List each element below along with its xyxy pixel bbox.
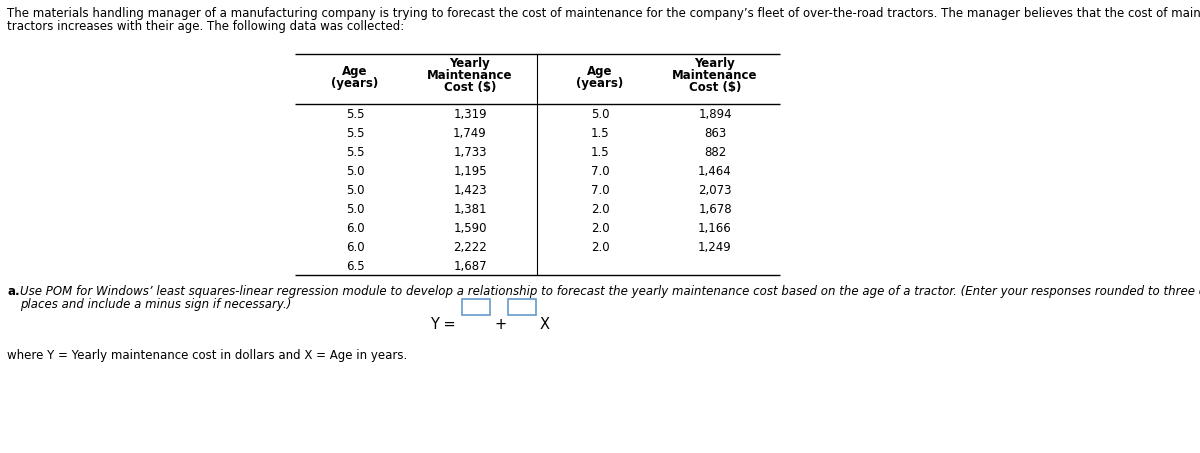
Text: 5.0: 5.0 (346, 203, 365, 216)
Text: 5.0: 5.0 (346, 165, 365, 178)
Text: 2,222: 2,222 (454, 241, 487, 254)
Text: a.: a. (7, 285, 19, 298)
Text: +: + (496, 317, 508, 332)
Text: Maintenance: Maintenance (427, 69, 512, 82)
Text: 1,423: 1,423 (454, 184, 487, 197)
Text: 1,195: 1,195 (454, 165, 487, 178)
Text: 7.0: 7.0 (590, 184, 610, 197)
Text: 882: 882 (704, 146, 726, 159)
Text: Yearly: Yearly (450, 57, 491, 70)
Text: 7.0: 7.0 (590, 165, 610, 178)
Text: 1,166: 1,166 (698, 222, 732, 235)
Text: 5.0: 5.0 (346, 184, 365, 197)
Text: Maintenance: Maintenance (672, 69, 757, 82)
Text: Y =: Y = (430, 317, 456, 332)
Text: Age: Age (342, 65, 367, 78)
Text: 6.0: 6.0 (346, 241, 365, 254)
Text: 6.0: 6.0 (346, 222, 365, 235)
Text: 1,733: 1,733 (454, 146, 487, 159)
Text: 1,894: 1,894 (698, 108, 732, 121)
Text: 1,687: 1,687 (454, 260, 487, 273)
Text: 2.0: 2.0 (590, 203, 610, 216)
Text: 5.5: 5.5 (346, 127, 365, 140)
Text: Use POM for Windows’ least squares-linear regression module to develop a relatio: Use POM for Windows’ least squares-linea… (20, 285, 1200, 298)
Text: Cost ($): Cost ($) (444, 81, 496, 94)
Text: 5.0: 5.0 (590, 108, 610, 121)
Text: 863: 863 (704, 127, 726, 140)
Text: (years): (years) (331, 77, 379, 90)
Text: 1,464: 1,464 (698, 165, 732, 178)
Text: 5.5: 5.5 (346, 108, 365, 121)
Text: 1.5: 1.5 (590, 146, 610, 159)
Text: where Y = Yearly maintenance cost in dollars and X = Age in years.: where Y = Yearly maintenance cost in dol… (7, 349, 407, 362)
Text: 6.5: 6.5 (346, 260, 365, 273)
Bar (462, 299, 490, 315)
Text: 1,678: 1,678 (698, 203, 732, 216)
Text: 1,249: 1,249 (698, 241, 732, 254)
Text: 2.0: 2.0 (590, 222, 610, 235)
Text: (years): (years) (576, 77, 624, 90)
Text: Cost ($): Cost ($) (689, 81, 742, 94)
Text: 1,590: 1,590 (454, 222, 487, 235)
Text: tractors increases with their age. The following data was collected:: tractors increases with their age. The f… (7, 20, 404, 33)
Text: 1,381: 1,381 (454, 203, 487, 216)
Text: places and include a minus sign if necessary.): places and include a minus sign if neces… (20, 298, 292, 311)
Text: 2.0: 2.0 (590, 241, 610, 254)
Text: 1.5: 1.5 (590, 127, 610, 140)
Text: Yearly: Yearly (695, 57, 736, 70)
Text: X: X (540, 317, 550, 332)
Text: 2,073: 2,073 (698, 184, 732, 197)
Text: Age: Age (587, 65, 613, 78)
Text: 1,319: 1,319 (454, 108, 487, 121)
Text: 5.5: 5.5 (346, 146, 365, 159)
Bar (508, 299, 536, 315)
Text: The materials handling manager of a manufacturing company is trying to forecast : The materials handling manager of a manu… (7, 7, 1200, 20)
Text: 1,749: 1,749 (454, 127, 487, 140)
